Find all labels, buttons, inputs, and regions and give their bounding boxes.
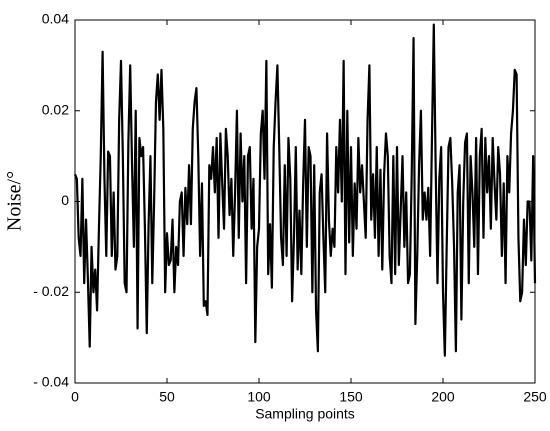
y-axis-label: Noise/° [4, 171, 26, 231]
y-tick-label: - 0.02 [33, 283, 69, 299]
y-tick-label: 0.04 [42, 11, 69, 27]
y-tick-label: 0.02 [42, 101, 69, 117]
y-tick-label: - 0.04 [33, 374, 69, 390]
x-tick-label: 0 [71, 389, 79, 405]
x-tick-label: 50 [159, 389, 175, 405]
x-tick-label: 100 [247, 389, 271, 405]
x-tick-label: 250 [523, 389, 547, 405]
x-tick-label: 200 [431, 389, 455, 405]
y-tick-label: 0 [61, 192, 69, 208]
noise-line [73, 23, 537, 357]
x-tick-label: 150 [339, 389, 363, 405]
x-axis-label: Sampling points [255, 406, 355, 422]
